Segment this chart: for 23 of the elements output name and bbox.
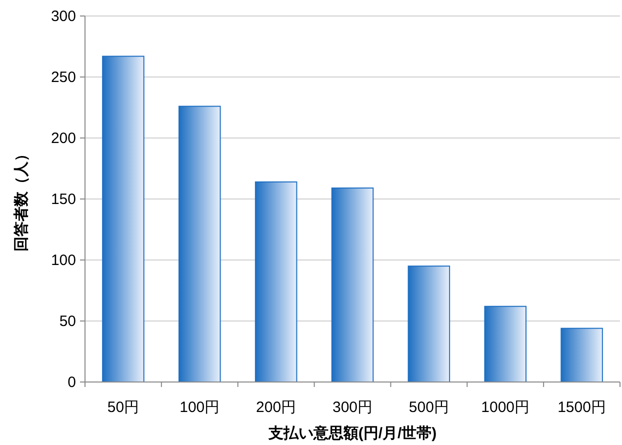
y-tick-label: 50 (59, 313, 76, 330)
bar (254, 181, 298, 382)
bar (331, 188, 374, 382)
x-tick-label: 300円 (332, 399, 373, 416)
y-tick-label: 200 (50, 130, 76, 147)
x-axis-title: 支払い意思額(円/月/世帯) (267, 425, 437, 442)
x-tick-label: 1000円 (481, 399, 530, 416)
y-tick-label: 150 (50, 191, 76, 208)
bar (484, 306, 526, 382)
bar (408, 266, 450, 382)
bar (560, 328, 603, 382)
x-tick-label: 50円 (107, 399, 140, 416)
bar (102, 56, 144, 382)
y-tick-label: 0 (68, 374, 76, 391)
x-tick-label: 1500円 (558, 399, 606, 416)
x-tick-label: 500円 (408, 399, 449, 416)
y-tick-label: 100 (50, 252, 76, 269)
x-tick-label: 200円 (256, 399, 296, 416)
y-tick-label: 300 (50, 8, 76, 25)
bar (178, 106, 221, 382)
y-tick-label: 250 (50, 69, 76, 86)
x-tick-label: 100円 (180, 399, 220, 416)
y-axis-title: 回答者数（人） (13, 146, 30, 252)
